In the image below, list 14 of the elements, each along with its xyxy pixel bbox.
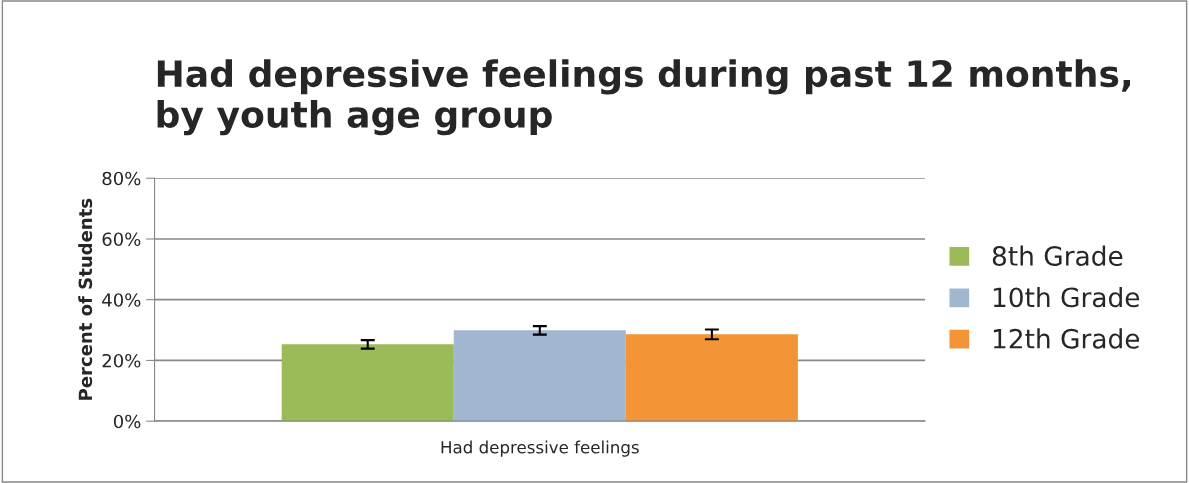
legend-label: 12th Grade xyxy=(993,328,1140,349)
bar xyxy=(281,344,454,422)
y-tick-label: 40% xyxy=(102,293,141,307)
chart-title: Had depressive feelings during past 12 months, by youth age group xyxy=(157,59,1130,136)
legend-label: 8th Grade xyxy=(992,245,1123,266)
y-tick-label: 0% xyxy=(113,414,141,429)
y-tick-label: 60% xyxy=(102,232,141,247)
y-tick-label: 20% xyxy=(102,353,141,368)
bar xyxy=(453,330,626,422)
y-axis-title: Percent of Students xyxy=(78,198,93,400)
bar xyxy=(625,334,798,422)
legend-label: 10th Grade xyxy=(993,286,1140,308)
y-tick-label: 80% xyxy=(102,171,141,186)
x-tick-label: Had depressive feelings xyxy=(441,440,639,457)
